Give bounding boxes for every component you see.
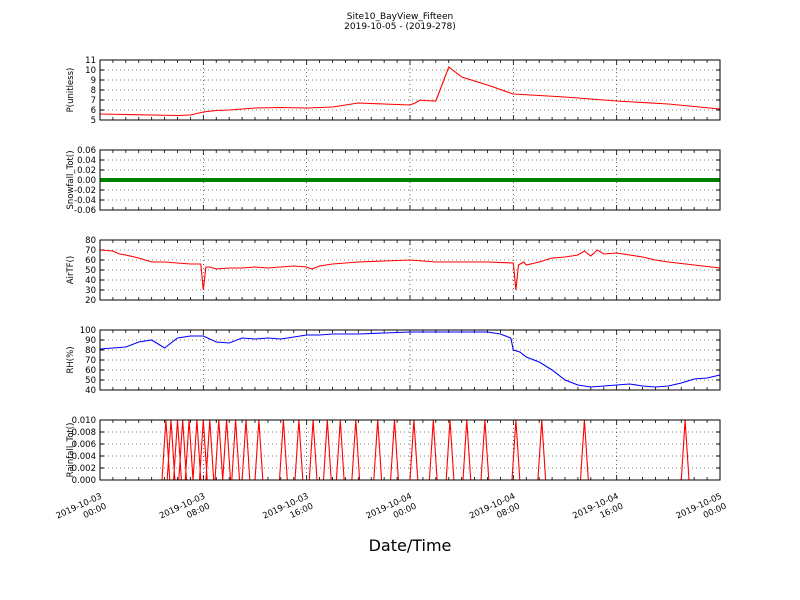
y-axis-label: AirTF()	[66, 256, 76, 284]
y-tick-label: 80	[85, 236, 96, 246]
y-tick-label: 8	[91, 86, 96, 96]
y-tick-label: 0.010	[72, 416, 96, 426]
y-tick-label: 70	[85, 246, 96, 256]
y-tick-label: 60	[85, 256, 96, 266]
y-tick-label: 0.000	[72, 476, 96, 486]
axes-frame	[99, 239, 721, 301]
axes-frame	[99, 59, 721, 121]
axes-frame	[99, 329, 721, 391]
y-tick-label: -0.04	[74, 196, 96, 206]
y-tick-label: 50	[85, 266, 96, 276]
y-tick-label: 30	[85, 286, 96, 296]
y-tick-label: 60	[85, 366, 96, 376]
y-tick-label: 9	[91, 76, 96, 86]
chart-title-line2: 2019-10-05 - (2019-278)	[344, 22, 456, 32]
y-tick-label: 90	[85, 336, 96, 346]
y-tick-label: 70	[85, 356, 96, 366]
y-tick-label: 10	[85, 66, 96, 76]
y-axis-label: Snowfall_Tot()	[66, 150, 76, 209]
y-tick-label: 5	[91, 116, 96, 126]
panel-2: -0.06-0.04-0.020.000.020.040.06Snowfall_…	[66, 146, 721, 216]
y-tick-label: 0.04	[77, 156, 96, 166]
y-tick-label: 0.00	[77, 176, 96, 186]
y-tick-label: 7	[91, 96, 96, 106]
y-tick-label: 0.008	[72, 428, 96, 438]
y-tick-label: 0.02	[77, 166, 96, 176]
panels: 567891011P(unitless)-0.06-0.04-0.020.000…	[66, 56, 721, 486]
y-tick-label: -0.06	[74, 206, 96, 216]
chart-title-line1: Site10_BayView_Fifteen	[347, 12, 453, 22]
y-tick-label: 40	[85, 276, 96, 286]
y-tick-label: 100	[80, 326, 96, 336]
y-tick-label: 80	[85, 346, 96, 356]
series-line	[99, 66, 721, 117]
x-axis-label: Date/Time	[369, 536, 452, 555]
y-tick-label: 6	[91, 106, 96, 116]
y-tick-label: 11	[85, 56, 96, 66]
series-line	[99, 249, 721, 291]
y-axis-label: RH(%)	[66, 346, 76, 373]
y-tick-label: 50	[85, 376, 96, 386]
series-line	[99, 331, 721, 388]
axes-frame	[99, 149, 721, 211]
axes-frame	[99, 419, 721, 481]
y-tick-label: 0.004	[72, 452, 96, 462]
y-tick-label: 20	[85, 296, 96, 306]
panel-5: 0.000 0.002 0.004 0.006 0.008 0.010Rainfall_T…	[66, 416, 721, 486]
y-tick-label: -0.02	[74, 186, 96, 196]
y-axis-label: Rainfall_Tot()	[66, 423, 76, 478]
y-tick-label: 0.06	[77, 146, 96, 156]
y-tick-label: 0.006	[72, 440, 96, 450]
y-tick-label: 0.002	[72, 464, 96, 474]
y-axis-label: P(unitless)	[66, 68, 76, 113]
series-line	[100, 419, 720, 481]
y-tick-label: 40	[85, 386, 96, 396]
